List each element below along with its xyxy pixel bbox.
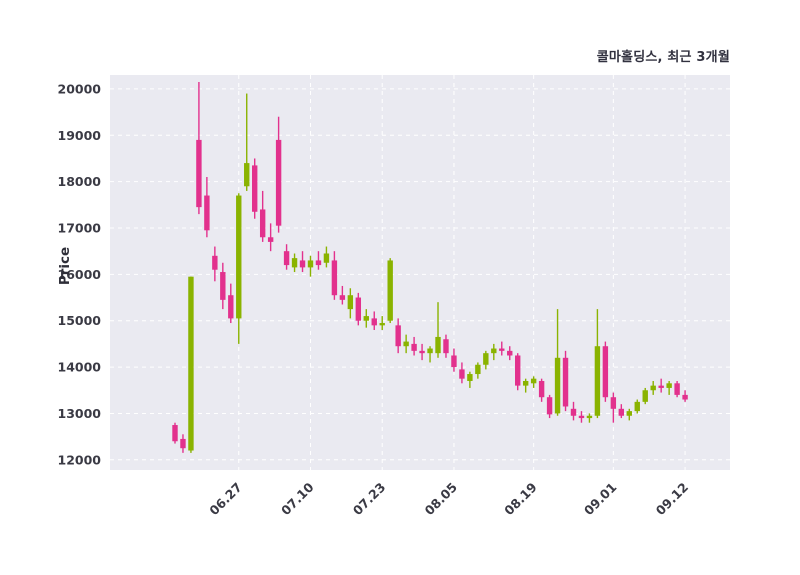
candle-down xyxy=(674,383,680,395)
candle-up xyxy=(642,390,648,402)
candle-up xyxy=(236,195,242,319)
y-tick-label: 16000 xyxy=(58,267,102,282)
candle-up xyxy=(650,385,656,391)
candle-down xyxy=(562,357,569,407)
candle-up xyxy=(291,258,298,268)
plot-area xyxy=(110,75,730,470)
candle-down xyxy=(299,260,306,268)
candle-up xyxy=(467,374,473,381)
candle-up xyxy=(323,253,330,263)
candle-up xyxy=(626,411,632,416)
candle-down xyxy=(339,295,346,300)
y-tick-label: 17000 xyxy=(58,220,102,235)
candle-down xyxy=(658,385,664,388)
x-tick-label: 09.12 xyxy=(653,480,692,519)
candle-down xyxy=(180,438,186,449)
x-tick-label: 07.23 xyxy=(350,480,389,519)
candle-up xyxy=(188,276,194,451)
y-tick-label: 13000 xyxy=(58,406,102,421)
candle-down xyxy=(610,397,617,409)
x-tick-label: 08.05 xyxy=(422,480,461,519)
candle-down xyxy=(507,350,513,356)
candle-down xyxy=(411,343,417,351)
candle-down xyxy=(682,394,688,400)
candle-down xyxy=(259,209,266,238)
candle-up xyxy=(666,383,672,388)
candle-down xyxy=(578,415,585,419)
x-tick-label: 06.27 xyxy=(206,480,245,519)
y-tick-label: 18000 xyxy=(58,174,102,189)
candle-down xyxy=(371,318,377,326)
x-tick-label: 07.10 xyxy=(278,479,317,518)
candle-up xyxy=(347,295,354,310)
x-tick-label: 08.19 xyxy=(501,480,540,519)
candle-down xyxy=(212,255,218,270)
y-tick-label: 20000 xyxy=(58,81,102,96)
candle-down xyxy=(220,272,226,300)
chart-title: 콜마홀딩스, 최근 3개월 xyxy=(596,50,730,65)
candle-up xyxy=(379,323,385,326)
candle-up xyxy=(554,357,561,414)
y-tick-label: 14000 xyxy=(58,360,102,375)
candle-down xyxy=(395,325,401,347)
candle-up xyxy=(363,316,369,321)
candle-down xyxy=(275,139,282,226)
candle-up xyxy=(475,364,481,375)
candle-down xyxy=(204,195,210,231)
candle-up xyxy=(244,163,250,187)
candle-up xyxy=(586,415,593,419)
candle-down xyxy=(515,355,521,386)
candle-down xyxy=(252,165,258,212)
candle-up xyxy=(491,348,497,354)
candle-down xyxy=(267,237,274,242)
candle-down xyxy=(538,380,545,398)
candle-down xyxy=(602,346,609,398)
candle-up xyxy=(427,348,433,354)
candle-down xyxy=(355,297,362,321)
y-tick-label: 19000 xyxy=(58,128,102,143)
candle-up xyxy=(594,346,601,416)
candle-up xyxy=(634,401,640,412)
candle-down xyxy=(443,339,449,354)
candle-up xyxy=(522,380,529,386)
candle-down xyxy=(570,408,577,416)
candle-down xyxy=(172,425,178,442)
candle-down xyxy=(196,139,202,208)
candle-up xyxy=(483,353,489,365)
candle-up xyxy=(530,378,537,384)
y-axis-label: Price xyxy=(57,246,74,286)
candle-down xyxy=(315,260,322,266)
candle-down xyxy=(499,348,505,351)
candle-down xyxy=(618,408,625,416)
candle-up xyxy=(387,260,393,321)
candle-down xyxy=(546,397,553,415)
candle-up xyxy=(307,260,314,268)
candle-down xyxy=(459,369,465,379)
candle-down xyxy=(283,251,290,266)
candle-down xyxy=(331,260,338,296)
x-tick-label: 09.01 xyxy=(581,480,620,519)
candle-down xyxy=(228,295,234,319)
candle-down xyxy=(451,355,457,368)
candle-down xyxy=(419,350,425,354)
y-tick-label: 12000 xyxy=(58,452,102,467)
candle-up xyxy=(435,336,441,354)
y-tick-label: 15000 xyxy=(58,313,102,328)
candle-up xyxy=(403,341,409,347)
